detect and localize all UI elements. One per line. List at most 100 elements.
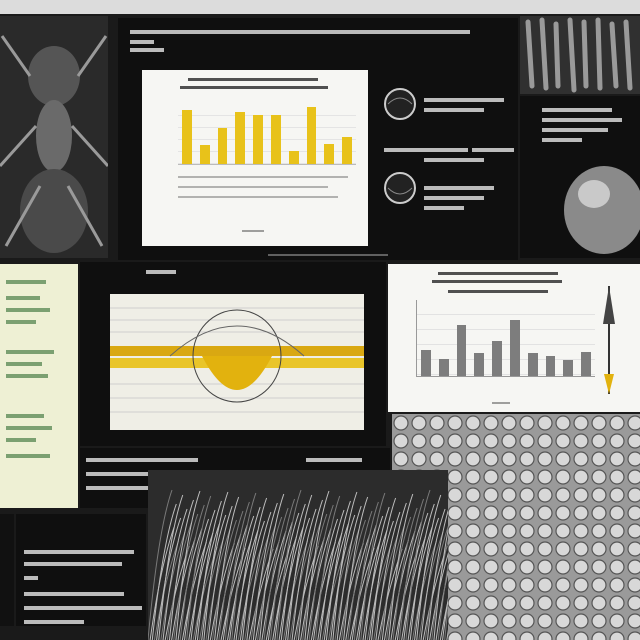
hair-strand: [216, 533, 242, 640]
hair-strand: [341, 519, 366, 640]
circle-icon: [384, 172, 416, 204]
hair-strand: [212, 519, 237, 640]
chart-bar: [474, 352, 485, 376]
insect-photo: [0, 16, 108, 258]
hair-strand: [353, 501, 379, 640]
hair-strand: [366, 543, 392, 640]
hair-strand: [396, 521, 422, 640]
hair-strand: [158, 494, 184, 640]
chart-card-yellow: [142, 70, 368, 246]
hair-strand: [439, 598, 448, 640]
hair-strand: [336, 505, 362, 640]
chart-bar: [253, 114, 263, 164]
hair-strand: [252, 502, 278, 640]
hair-strand: [319, 509, 345, 640]
hair-strand: [381, 502, 407, 640]
lens-diagram-panel: [80, 262, 386, 446]
hair-strand: [338, 542, 364, 640]
hair-strand: [435, 569, 448, 640]
hair-strand: [207, 505, 233, 640]
hair-strand: [231, 492, 257, 640]
chart-bar: [421, 350, 431, 376]
hair-strand: [433, 528, 448, 640]
hair-strand: [209, 542, 235, 640]
hair-strand: [278, 526, 304, 640]
hair-strand: [310, 541, 336, 640]
hair-strand: [375, 511, 401, 640]
hair-strand: [156, 517, 182, 640]
left-edge-strip: [0, 514, 14, 626]
hair-strand: [356, 538, 382, 640]
hair-strand: [224, 501, 250, 640]
chart-bar: [492, 341, 502, 376]
hair-strand: [392, 507, 418, 640]
chart-bar: [563, 360, 574, 376]
hair-strand: [248, 548, 274, 640]
hair-strand: [282, 540, 308, 640]
hair-strand: [325, 500, 351, 640]
hair-strand: [214, 496, 240, 640]
hair-strand: [235, 506, 261, 640]
hair-strand: [259, 493, 285, 640]
chart-bar: [342, 136, 352, 164]
hair-strand: [190, 509, 216, 640]
hair-strand: [181, 541, 207, 640]
hair-strand: [388, 493, 414, 640]
hair-texture-panel: [148, 470, 448, 640]
hair-strand: [328, 537, 354, 640]
hair-strand: [409, 503, 435, 640]
hair-strand: [351, 524, 377, 640]
hair-strand: [244, 534, 270, 640]
hair-strand: [280, 503, 306, 640]
hair-strand: [414, 517, 440, 640]
hair-strand: [362, 529, 388, 640]
sphere-panel: [520, 96, 640, 258]
chart-bar: [271, 114, 281, 164]
circle-icon: [384, 88, 416, 120]
top-strip: [0, 0, 640, 14]
hair-strand: [171, 536, 197, 640]
hair-strand: [242, 497, 268, 640]
main-dark-panel: [118, 18, 518, 260]
hair-strand: [429, 552, 448, 640]
hair-strand: [405, 489, 431, 640]
hair-strand: [227, 538, 253, 640]
hair-strand: [153, 540, 179, 640]
hair-strand: [371, 497, 397, 640]
hair-strand: [347, 510, 373, 640]
hair-strand: [401, 535, 427, 640]
hair-strand: [308, 504, 334, 640]
hair-strand: [148, 489, 173, 640]
hair-strand: [218, 510, 244, 640]
hair-strand: [384, 539, 409, 640]
hair-strand: [203, 491, 229, 640]
grain-photo-panel: [520, 16, 640, 94]
hair-strand: [298, 499, 323, 640]
chart-bar: [581, 352, 591, 376]
compass-needle: [603, 286, 615, 394]
hair-strand: [300, 536, 326, 640]
hair-strand: [323, 523, 349, 640]
chart-bar: [527, 352, 538, 376]
hair-strand: [175, 490, 201, 640]
hair-strand: [442, 597, 448, 640]
hair-strand: [291, 508, 317, 640]
hair-strand: [420, 508, 446, 640]
hair-strand: [186, 495, 212, 640]
hair-strand: [239, 520, 265, 640]
hair-strand: [194, 523, 220, 640]
chart-bar: [510, 319, 520, 376]
hair-strand: [332, 491, 358, 640]
hair-strand: [272, 535, 298, 640]
hair-strand: [261, 530, 287, 640]
hair-strand: [411, 540, 437, 640]
hair-strand: [237, 543, 263, 640]
hair-strand: [446, 629, 448, 640]
hair-strand: [166, 522, 192, 640]
chart-bar: [456, 325, 467, 376]
hair-strand: [196, 500, 222, 640]
notes-panel: [16, 514, 146, 626]
hair-strand: [287, 494, 313, 640]
hair-strand: [407, 526, 433, 640]
hair-strand: [427, 509, 448, 640]
